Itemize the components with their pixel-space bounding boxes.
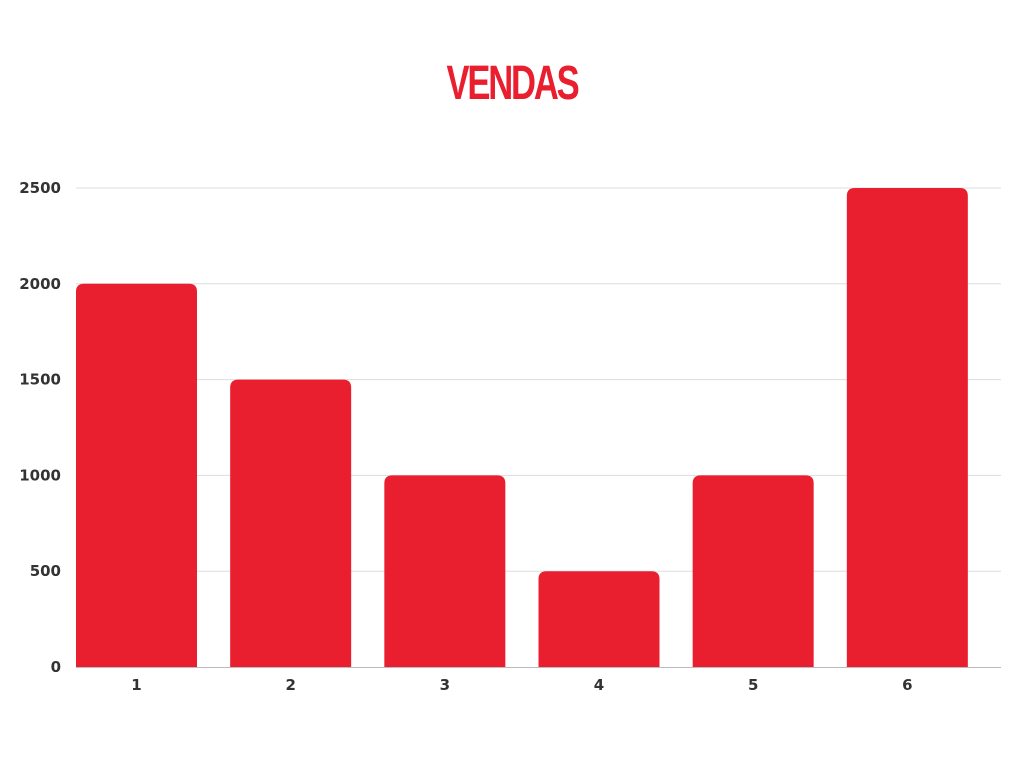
bar-4 bbox=[538, 571, 660, 667]
bar-6 bbox=[846, 188, 968, 667]
y-tick-label: 2000 bbox=[19, 275, 61, 293]
y-tick-label: 1500 bbox=[19, 371, 61, 389]
bar-2 bbox=[230, 379, 352, 667]
bars bbox=[76, 188, 968, 667]
bar-3 bbox=[384, 475, 506, 667]
y-tick-label: 1000 bbox=[19, 466, 61, 484]
x-tick-label: 1 bbox=[131, 676, 141, 694]
x-tick-label: 6 bbox=[902, 676, 912, 694]
x-tick-label: 2 bbox=[285, 676, 295, 694]
bar-5 bbox=[692, 475, 814, 667]
y-tick-label: 0 bbox=[51, 658, 61, 676]
x-axis-ticks: 1 2 3 4 5 6 bbox=[131, 676, 912, 694]
y-axis-ticks: 0 500 1000 1500 2000 2500 bbox=[19, 179, 61, 676]
bar-1 bbox=[76, 283, 197, 667]
x-tick-label: 5 bbox=[748, 676, 758, 694]
x-tick-label: 4 bbox=[594, 676, 604, 694]
x-tick-label: 3 bbox=[440, 676, 450, 694]
chart-title: VENDAS bbox=[446, 57, 579, 110]
y-tick-label: 500 bbox=[30, 562, 61, 580]
y-tick-label: 2500 bbox=[19, 179, 61, 197]
